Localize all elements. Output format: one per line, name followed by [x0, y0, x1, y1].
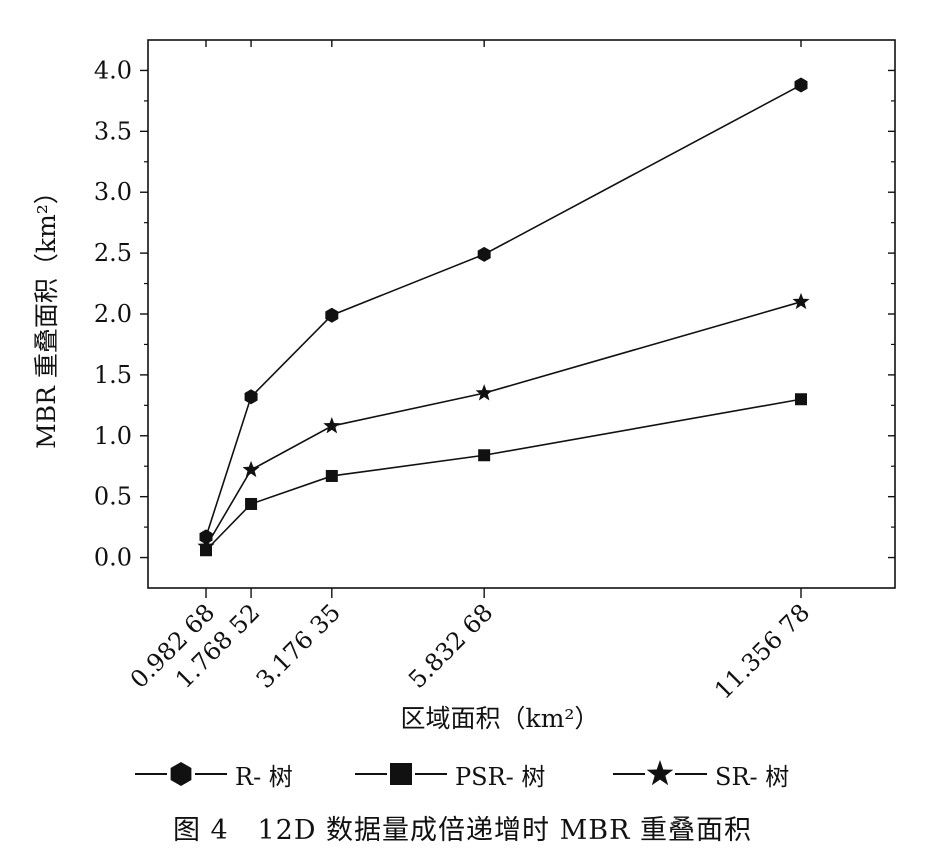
y-axis-title: MBR 重叠面积（km²）	[32, 179, 61, 449]
legend-line	[415, 773, 447, 775]
figure-caption-text: 12D 数据量成倍递增时 MBR 重叠面积	[257, 815, 753, 846]
legend-label-r-tree: R- 树	[235, 762, 293, 791]
legend-line	[675, 773, 707, 775]
data-point-hexagon	[325, 307, 339, 323]
y-tick-label: 0.0	[94, 544, 132, 572]
star-marker-icon	[646, 760, 674, 786]
legend-item-sr-tree: SR- 树	[613, 750, 789, 798]
x-tick-label: 5.832 68	[403, 598, 498, 693]
legend-line	[135, 773, 167, 775]
legend-item-psr-tree: PSR- 树	[355, 750, 545, 798]
y-axis: 0.0 0.5 1.0 1.5 2.0 2.5 3.0 3.5 4.0	[94, 56, 895, 572]
y-tick-label: 0.5	[94, 483, 132, 511]
x-tick-label: 11.356 78	[709, 598, 815, 704]
data-point-star	[475, 384, 493, 401]
legend-line	[355, 773, 387, 775]
data-point-star	[792, 292, 810, 310]
data-point-square	[478, 449, 491, 462]
series-square	[200, 393, 807, 557]
y-tick-label: 3.0	[94, 178, 132, 206]
data-point-hexagon	[477, 246, 491, 262]
y-tick-label: 2.0	[94, 300, 132, 328]
chart: 0.00.51.01.52.02.53.03.54.0 0.982 681.76…	[32, 39, 896, 733]
data-point-square	[325, 469, 338, 482]
x-axis-title: 区域面积（km²）	[401, 704, 600, 733]
data-point-square	[795, 393, 807, 406]
y-tick-label: 1.0	[94, 422, 132, 450]
data-point-square	[245, 497, 258, 510]
legend-line	[195, 773, 227, 775]
data-point-star	[323, 417, 341, 434]
legend-label-sr-tree: SR- 树	[715, 762, 790, 791]
plot-frame	[147, 39, 896, 589]
figure-number: 图 4	[172, 815, 229, 846]
data-point-star	[197, 537, 215, 554]
series-line	[205, 301, 802, 548]
series-line	[205, 84, 802, 538]
data-point-star	[242, 460, 260, 478]
legend: R- 树 PSR- 树 SR- 树	[0, 750, 925, 798]
figure-caption: 图 4 12D 数据量成倍递增时 MBR 重叠面积	[0, 808, 925, 847]
y-tick-label: 2.5	[94, 239, 132, 267]
x-axis: 0.982 681.768 523.176 35 5.832 68 11.356 7…	[125, 40, 815, 705]
legend-label-psr-tree: PSR- 树	[455, 762, 546, 791]
y-tick-label: 3.5	[94, 117, 132, 145]
series-layer	[197, 77, 810, 557]
legend-line	[613, 773, 645, 775]
y-tick-label: 4.0	[94, 56, 132, 84]
series-star	[197, 292, 810, 554]
square-marker-icon	[390, 763, 412, 785]
hexagon-marker-icon	[170, 762, 192, 786]
legend-item-r-tree: R- 树	[135, 750, 293, 798]
series-line	[205, 398, 802, 551]
data-point-hexagon	[794, 77, 808, 93]
series-hexagon	[199, 77, 808, 545]
data-point-hexagon	[244, 389, 258, 405]
y-tick-label: 1.5	[94, 361, 132, 389]
x-tick-label: 3.176 35	[251, 598, 346, 693]
